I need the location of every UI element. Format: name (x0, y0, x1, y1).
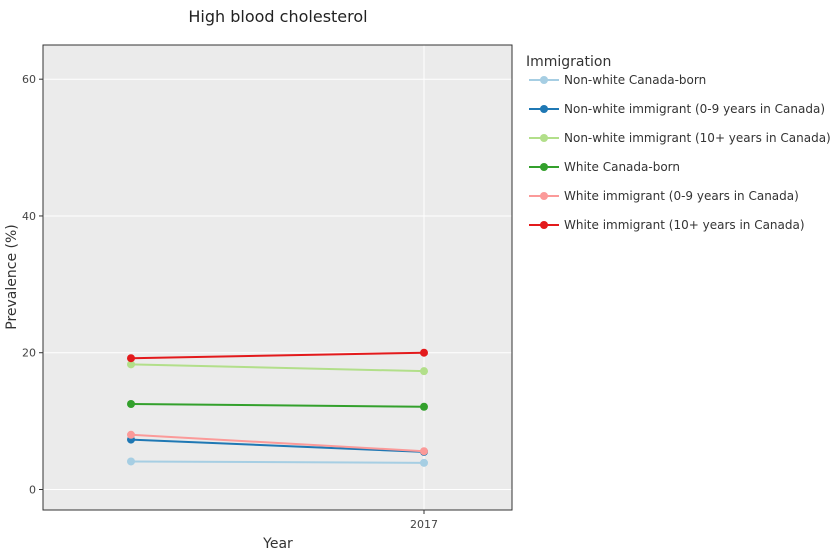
legend-label: Non-white immigrant (10+ years in Canada… (564, 131, 831, 145)
series-0 (127, 457, 428, 467)
legend-item[interactable]: White Canada-born (529, 160, 680, 174)
y-axis-ticks: 0 20 40 60 (22, 73, 43, 496)
data-point (127, 400, 135, 409)
legend-swatch-marker (540, 192, 548, 200)
series-3 (127, 400, 428, 411)
legend-swatch-marker (540, 134, 548, 142)
series-line (130, 438, 425, 453)
x-axis-ticks: 2017 (410, 510, 438, 531)
series-line (130, 351, 425, 360)
y-tick-label: 60 (22, 73, 36, 86)
data-point (127, 360, 135, 369)
data-point (420, 458, 428, 467)
legend-label: White immigrant (0-9 years in Canada) (564, 189, 799, 203)
y-axis-title: Prevalence (%) (4, 224, 20, 330)
series-5 (127, 348, 428, 363)
legend-swatch-marker (540, 163, 548, 171)
legend-swatch-marker (540, 221, 548, 229)
data-point (420, 402, 428, 411)
chart-title: High blood cholesterol (188, 7, 367, 26)
series-line (130, 403, 425, 408)
series-line (130, 433, 425, 453)
series-line (130, 460, 425, 464)
series-4 (127, 430, 428, 456)
legend-item[interactable]: Non-white immigrant (0-9 years in Canada… (529, 102, 825, 116)
data-point (127, 354, 135, 363)
legend-swatch-marker (540, 76, 548, 84)
x-tick-label: 2017 (410, 518, 438, 531)
plot-background (43, 45, 512, 510)
data-point (127, 457, 135, 466)
y-tick-label: 20 (22, 347, 36, 360)
legend-label: Non-white Canada-born (564, 73, 706, 87)
legend-item[interactable]: White immigrant (10+ years in Canada) (529, 218, 805, 232)
data-point (127, 430, 135, 439)
data-point (420, 447, 428, 456)
legend-title: Immigration (526, 54, 611, 70)
series-line (130, 363, 425, 373)
legend-item[interactable]: White immigrant (0-9 years in Canada) (529, 189, 799, 203)
series-2 (127, 360, 428, 376)
x-axis-title: Year (262, 536, 293, 550)
legend: Immigration Non-white Canada-born Non-whi… (526, 54, 831, 232)
plot-border (42, 44, 513, 511)
data-point (420, 367, 428, 376)
legend-label: Non-white immigrant (0-9 years in Canada… (564, 102, 825, 116)
data-point (420, 348, 428, 357)
y-tick-label: 40 (22, 210, 36, 223)
legend-item[interactable]: Non-white Canada-born (529, 73, 706, 87)
series-layer (127, 348, 428, 467)
legend-swatch-marker (540, 105, 548, 113)
y-tick-label: 0 (29, 483, 36, 496)
legend-label: White Canada-born (564, 160, 680, 174)
legend-item[interactable]: Non-white immigrant (10+ years in Canada… (529, 131, 831, 145)
legend-label: White immigrant (10+ years in Canada) (564, 218, 805, 232)
grid-lines (43, 45, 512, 510)
